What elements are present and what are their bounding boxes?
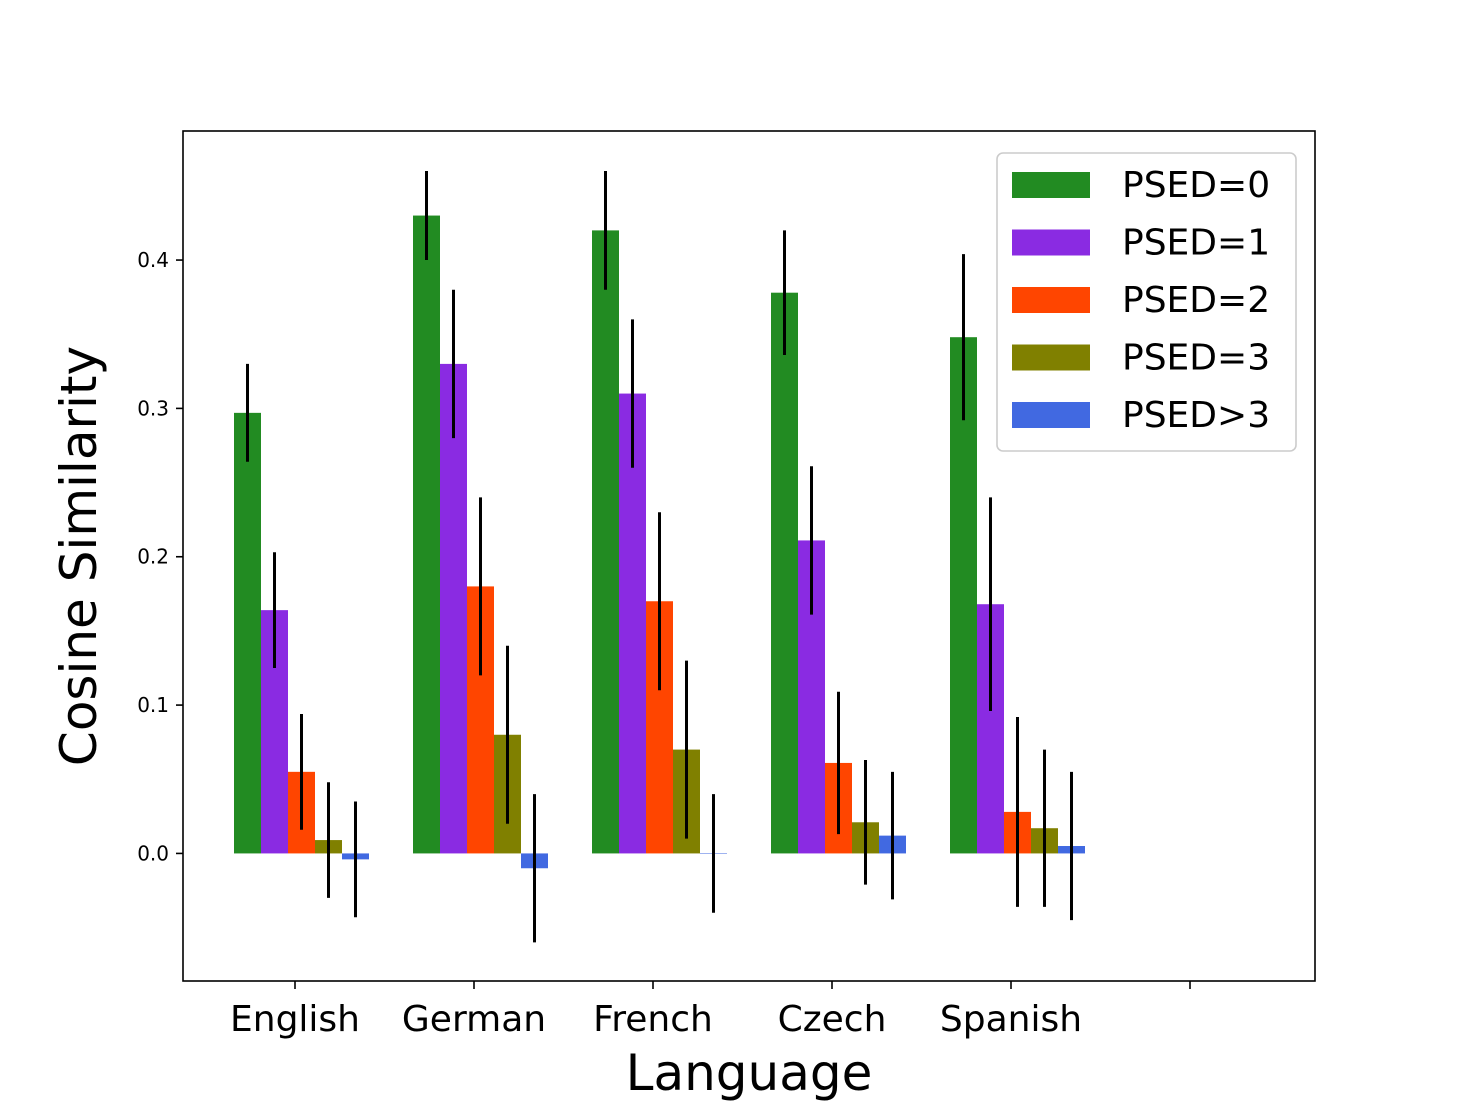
legend-swatch-2 xyxy=(1012,287,1090,313)
bar-french-series-1 xyxy=(619,393,646,854)
x-tick-label: Spanish xyxy=(940,999,1082,1040)
bar-german-series-0 xyxy=(413,215,440,854)
legend-label-2: PSED=2 xyxy=(1122,280,1270,321)
y-tick-label: 0.4 xyxy=(137,248,169,272)
legend-label-0: PSED=0 xyxy=(1122,165,1270,206)
bar-german-series-1 xyxy=(440,363,467,854)
legend-label-1: PSED=1 xyxy=(1122,223,1270,264)
legend-swatch-4 xyxy=(1012,402,1090,428)
bar-french-series-0 xyxy=(592,230,619,854)
legend-label-3: PSED=3 xyxy=(1122,338,1270,379)
bars-layer xyxy=(234,215,1085,869)
legend-box xyxy=(996,152,1297,452)
bar-english-series-0 xyxy=(234,412,261,854)
y-tick-label: 0.1 xyxy=(137,693,169,717)
x-tick-label: Czech xyxy=(778,999,887,1040)
error-bars-layer xyxy=(246,171,1073,943)
legend-swatch-1 xyxy=(1012,229,1090,256)
y-tick-label: 0.0 xyxy=(137,841,169,865)
legend-label-4: PSED>3 xyxy=(1122,395,1270,436)
y-tick-label: 0.2 xyxy=(137,545,169,569)
x-tick-label: French xyxy=(593,999,713,1040)
axes-layer: 0.0 0.1 0.2 0.3 0.4 English German French Czech S… xyxy=(50,130,1316,1102)
x-tick-label: German xyxy=(402,999,546,1040)
x-axis-label: Language xyxy=(626,1044,873,1102)
legend-swatch-3 xyxy=(1012,344,1090,371)
x-tick-label: English xyxy=(230,999,360,1040)
legend: PSED=0 PSED=1 PSED=2 PSED=3 PSED>3 xyxy=(996,152,1297,452)
y-axis-label: Cosine Similarity xyxy=(50,346,108,766)
bar-spanish-series-0 xyxy=(950,337,977,854)
bar-czech-series-0 xyxy=(771,292,798,854)
legend-swatch-0 xyxy=(1012,172,1090,198)
y-tick-label: 0.3 xyxy=(137,396,169,420)
